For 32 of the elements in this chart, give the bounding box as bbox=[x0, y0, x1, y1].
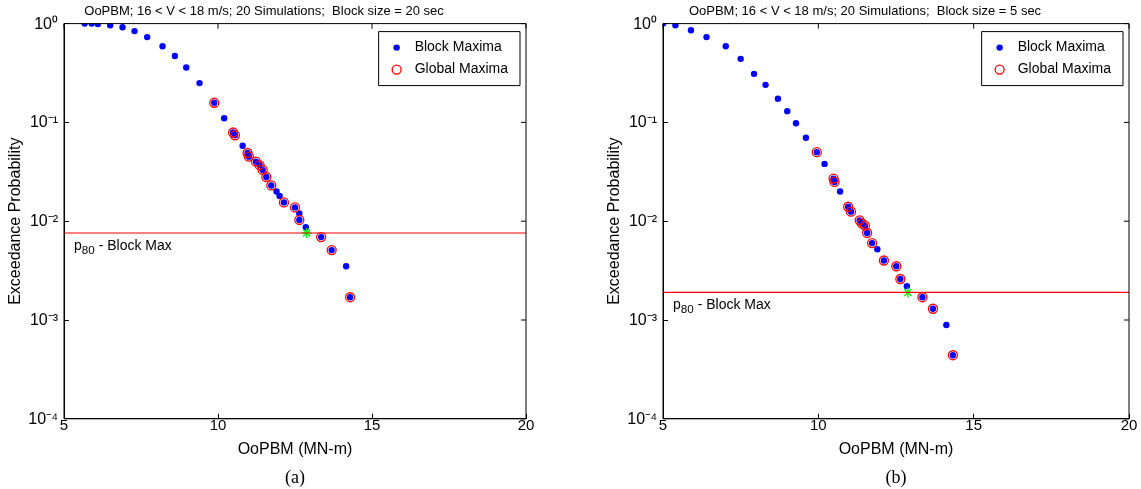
y-tick-label: 10⁰ bbox=[633, 13, 657, 33]
x-tick-label: 10 bbox=[809, 415, 827, 433]
text: (a) bbox=[285, 467, 305, 488]
legend-label: Block Maxima bbox=[414, 38, 502, 55]
chart-title: OoPBM; 16 < V < 18 m/s; 20 Simulations; Block size = 5 sec bbox=[688, 3, 1042, 19]
x-axis-title: OoPBM (MN-m) bbox=[237, 439, 353, 457]
y-tick-label: 10⁻¹ bbox=[628, 112, 657, 132]
y-tick-label: 10⁰ bbox=[34, 13, 58, 33]
x-tick-label: 10 bbox=[209, 415, 227, 433]
y-tick-label: 10⁻⁴ bbox=[627, 408, 657, 428]
x-tick-label: 15 bbox=[363, 415, 381, 433]
y-tick-label: 10⁻³ bbox=[628, 310, 657, 330]
x-tick-label: 15 bbox=[965, 415, 983, 433]
chart-title: OoPBM; 16 < V < 18 m/s; 20 Simulations; Block size = 20 sec bbox=[84, 3, 445, 19]
legend-label: Global Maxima bbox=[1017, 60, 1112, 77]
ref-line-label: p$_{80}$ - Block Max bbox=[73, 236, 172, 257]
legend-label: Block Maxima bbox=[1017, 38, 1105, 55]
x-tick-label: 5 bbox=[59, 415, 69, 433]
y-tick-label: 10⁻⁴ bbox=[28, 408, 58, 428]
x-tick-label: 5 bbox=[658, 415, 668, 433]
y-axis-title: Exceedance Probability bbox=[605, 137, 623, 305]
y-tick-label: 10⁻² bbox=[29, 211, 58, 231]
y-axis-title: Exceedance Probability bbox=[6, 137, 24, 305]
x-axis-title: OoPBM (MN-m) bbox=[838, 439, 954, 457]
legend-label: Global Maxima bbox=[414, 60, 509, 77]
x-tick-label: 20 bbox=[1120, 415, 1138, 433]
y-tick-label: 10⁻¹ bbox=[29, 112, 58, 132]
ref-line-label: p$_{80}$ - Block Max bbox=[672, 296, 771, 317]
y-tick-label: 10⁻² bbox=[628, 211, 657, 231]
text: (b) bbox=[885, 467, 907, 488]
y-tick-label: 10⁻³ bbox=[29, 310, 58, 330]
x-tick-label: 20 bbox=[517, 415, 535, 433]
